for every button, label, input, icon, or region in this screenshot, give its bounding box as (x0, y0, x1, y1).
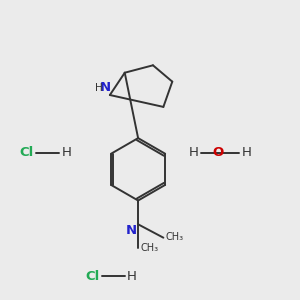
Text: N: N (100, 80, 111, 94)
Text: H: H (188, 146, 198, 160)
Text: Cl: Cl (19, 146, 33, 160)
Text: Cl: Cl (86, 270, 100, 283)
Text: N: N (125, 224, 136, 237)
Text: H: H (62, 146, 72, 160)
Text: CH₃: CH₃ (140, 243, 159, 253)
Text: CH₃: CH₃ (166, 232, 184, 242)
Text: H: H (127, 270, 137, 283)
Text: H: H (242, 146, 251, 160)
Text: O: O (213, 146, 224, 160)
Text: H: H (95, 82, 102, 93)
